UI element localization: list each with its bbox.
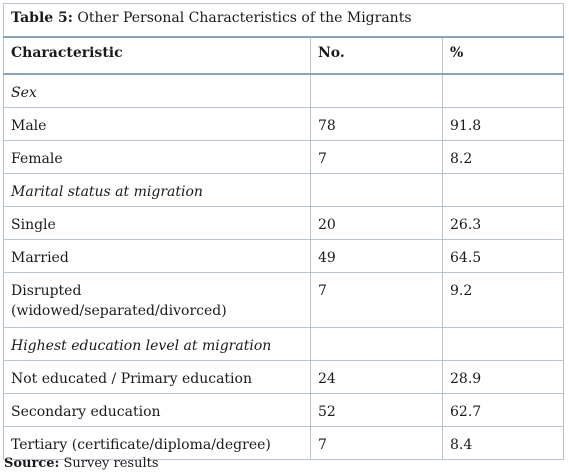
header-percent: %	[441, 36, 565, 75]
table-row: Single 20 26.3	[3, 206, 565, 240]
row-label: Secondary education	[3, 393, 311, 427]
cell-percent	[441, 327, 565, 361]
characteristics-table: Table 5: Other Personal Characteristics …	[2, 3, 565, 460]
table-row: Disrupted (widowed/separated/divorced) 7 …	[3, 272, 565, 328]
cell-no	[310, 73, 443, 108]
table-caption-text: Other Personal Characteristics of the Mi…	[72, 10, 412, 26]
category-label: Sex	[3, 73, 311, 108]
cell-percent: 26.3	[441, 206, 565, 240]
cell-no: 52	[310, 393, 443, 427]
row-label: Not educated / Primary education	[3, 360, 311, 394]
row-label: Tertiary (certificate/diploma/degree)	[3, 426, 311, 460]
header-no: No.	[310, 36, 443, 75]
row-label-line1: Disrupted	[11, 283, 82, 299]
source-label: Source:	[4, 456, 60, 471]
table-row: Not educated / Primary education 24 28.9	[3, 360, 565, 394]
cell-no	[310, 327, 443, 361]
cell-percent	[441, 73, 565, 108]
cell-no: 7	[310, 426, 443, 460]
table-row: Secondary education 52 62.7	[3, 393, 565, 427]
cell-no: 7	[310, 140, 443, 174]
source-text: Survey results	[59, 456, 159, 471]
row-label: Female	[3, 140, 311, 174]
table-caption-row: Table 5: Other Personal Characteristics …	[2, 3, 565, 38]
cell-no: 78	[310, 107, 443, 141]
table-container: Table 5: Other Personal Characteristics …	[2, 3, 565, 460]
table-caption: Table 5: Other Personal Characteristics …	[2, 3, 565, 38]
table-row: Male 78 91.8	[3, 107, 565, 141]
cell-no: 49	[310, 239, 443, 273]
cell-percent: 28.9	[441, 360, 565, 394]
table-row: Female 7 8.2	[3, 140, 565, 174]
table-row: Sex	[3, 73, 565, 108]
table-header-row: Characteristic No. %	[3, 36, 565, 75]
cell-no: 24	[310, 360, 443, 394]
cell-percent	[441, 173, 565, 207]
category-label: Marital status at migration	[3, 173, 311, 207]
table-row: Married 49 64.5	[3, 239, 565, 273]
row-label-line2: (widowed/separated/divorced)	[11, 303, 227, 319]
cell-no: 7	[310, 272, 443, 328]
cell-percent: 8.4	[441, 426, 565, 460]
table-caption-label: Table 5:	[11, 10, 73, 26]
row-label: Married	[3, 239, 311, 273]
row-label: Disrupted (widowed/separated/divorced)	[3, 272, 311, 328]
table-row: Marital status at migration	[3, 173, 565, 207]
cell-percent: 91.8	[441, 107, 565, 141]
source-note: Source: Survey results	[4, 456, 159, 471]
cell-percent: 64.5	[441, 239, 565, 273]
table-row: Highest education level at migration	[3, 327, 565, 361]
cell-percent: 9.2	[441, 272, 565, 328]
cell-no	[310, 173, 443, 207]
cell-percent: 8.2	[441, 140, 565, 174]
header-characteristic: Characteristic	[3, 36, 311, 75]
row-label: Single	[3, 206, 311, 240]
category-label: Highest education level at migration	[3, 327, 311, 361]
cell-no: 20	[310, 206, 443, 240]
table-row: Tertiary (certificate/diploma/degree) 7 …	[3, 426, 565, 460]
row-label: Male	[3, 107, 311, 141]
cell-percent: 62.7	[441, 393, 565, 427]
